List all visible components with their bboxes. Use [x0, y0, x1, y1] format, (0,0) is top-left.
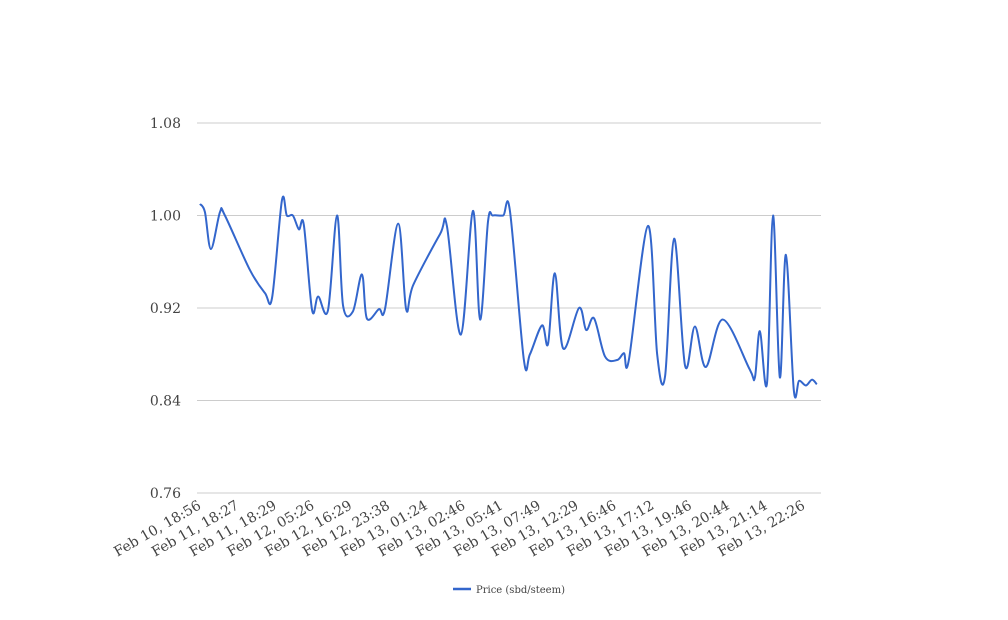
- y-tick-label: 0.84: [150, 394, 181, 410]
- series-line: [199, 195, 818, 399]
- y-tick-label: 1.08: [150, 116, 181, 132]
- y-tick-label: 0.76: [150, 486, 181, 502]
- legend-label: Price (sbd/steem): [476, 585, 565, 596]
- y-axis-ticks: 0.76 0.84 0.92 1.00 1.08: [150, 116, 181, 502]
- y-tick-label: 1.00: [150, 209, 181, 225]
- gridlines: [197, 122, 821, 494]
- series-lines: [199, 195, 818, 399]
- legend: Price (sbd/steem): [453, 585, 565, 596]
- y-tick-label: 0.92: [150, 301, 181, 317]
